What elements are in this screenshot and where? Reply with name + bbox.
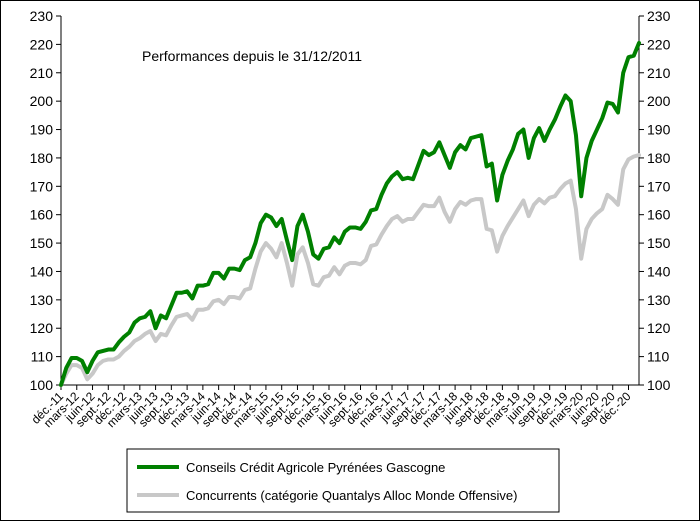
y-tick-label-right: 120 xyxy=(647,320,671,336)
chart-title: Performances depuis le 31/12/2011 xyxy=(142,48,362,64)
y-tick-label-right: 150 xyxy=(647,235,671,251)
y-tick-label-left: 110 xyxy=(31,349,54,365)
y-tick-label-left: 210 xyxy=(30,65,54,81)
y-tick-label-left: 180 xyxy=(30,150,54,166)
y-tick-label-right: 200 xyxy=(647,93,671,109)
y-tick-label-right: 100 xyxy=(647,377,671,393)
y-tick-label-left: 150 xyxy=(30,235,54,251)
y-tick-label-right: 170 xyxy=(647,178,671,194)
y-tick-label-right: 110 xyxy=(647,349,670,365)
series-line-concurrents xyxy=(59,153,641,387)
legend-box xyxy=(126,448,560,513)
y-tick-label-right: 230 xyxy=(647,8,671,24)
x-axis-ticks: déc.-11mars-12juin-12sept.-12déc.-12mars… xyxy=(29,385,634,430)
y-tick-label-right: 140 xyxy=(647,263,671,279)
legend-label-concurrents: Concurrents (catégorie Quantalys Alloc M… xyxy=(186,488,517,503)
y-tick-label-left: 200 xyxy=(30,93,54,109)
y-tick-label-left: 120 xyxy=(30,320,54,336)
y-tick-label-right: 130 xyxy=(647,292,671,308)
y-tick-label-left: 190 xyxy=(30,122,54,138)
y-tick-label-left: 220 xyxy=(30,36,54,52)
y-axis-right-ticks: 100 110 120 130 140 150 160 170 180 190 200 210 220 2… xyxy=(639,8,671,393)
y-tick-label-right: 160 xyxy=(647,207,671,223)
y-tick-label-right: 210 xyxy=(647,65,671,81)
y-tick-label-right: 180 xyxy=(647,150,671,166)
y-axis-left-ticks: 100 110 120 130 140 150 160 170 180 190 200 210 220 2… xyxy=(30,8,61,393)
y-tick-label-left: 100 xyxy=(30,377,54,393)
y-tick-label-left: 130 xyxy=(30,292,54,308)
y-tick-label-right: 220 xyxy=(647,36,671,52)
legend-label-conseils: Conseils Crédit Agricole Pyrénées Gascog… xyxy=(186,460,445,475)
axes xyxy=(60,16,640,386)
y-tick-label-left: 230 xyxy=(30,8,54,24)
legend: Conseils Crédit Agricole Pyrénées Gascog… xyxy=(126,448,560,513)
y-tick-label-left: 170 xyxy=(30,178,54,194)
y-tick-label-left: 140 xyxy=(30,263,54,279)
y-tick-label-right: 190 xyxy=(647,122,671,138)
series-lines xyxy=(59,40,641,387)
series-line-conseils xyxy=(59,40,641,387)
y-tick-label-left: 160 xyxy=(30,207,54,223)
